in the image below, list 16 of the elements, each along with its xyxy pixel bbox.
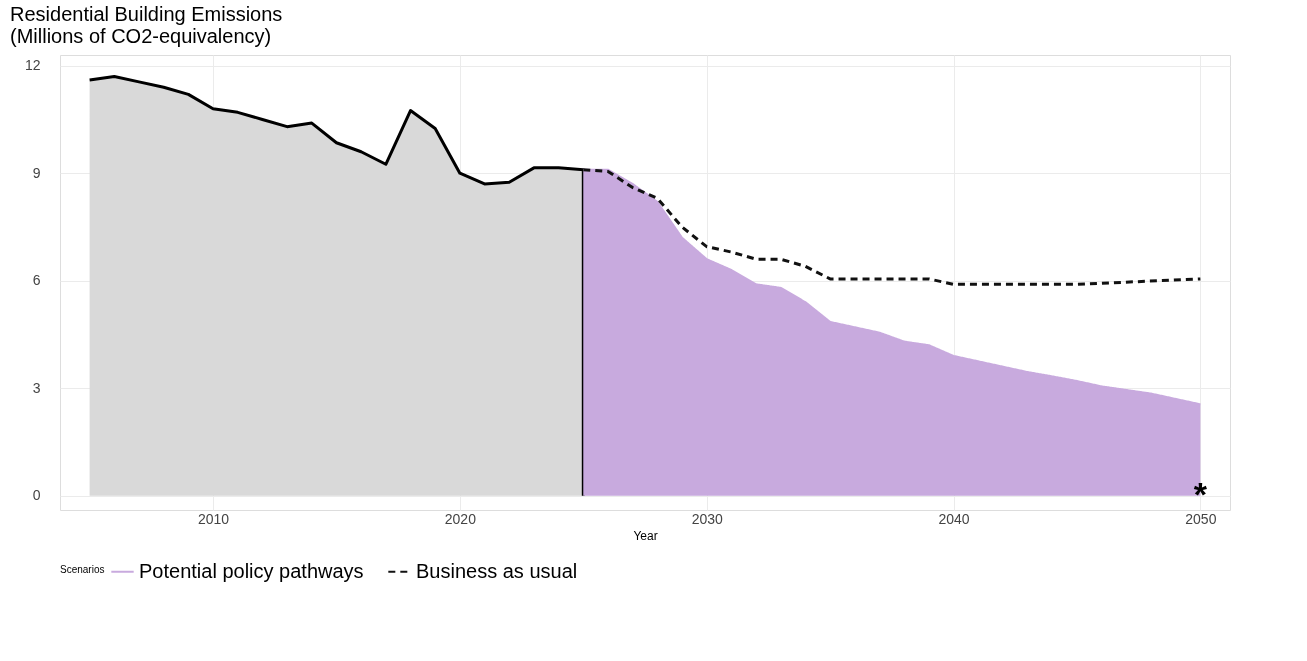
text: Residential Building Emissions <box>10 3 283 25</box>
y-tick-label: 3 <box>32 379 41 396</box>
legend-label: Business as usual <box>416 559 578 582</box>
y-tick-label: 0 <box>32 487 41 504</box>
legend-label: Potential policy pathways <box>139 559 364 582</box>
y-tick-label: 12 <box>24 57 41 74</box>
text: (Millions of CO2-equivalency) <box>10 25 272 47</box>
x-tick-label: 2020 <box>444 510 477 527</box>
x-axis-title: Year <box>633 528 658 543</box>
line-series <box>581 168 1202 286</box>
y-tick-label: 6 <box>32 272 41 289</box>
x-tick-label: 2040 <box>938 510 970 527</box>
legend-title: Scenarios <box>60 564 105 575</box>
x-tick-label: 2030 <box>691 510 723 527</box>
x-tick-label: 2010 <box>197 510 230 527</box>
y-tick-label: 9 <box>32 164 41 181</box>
